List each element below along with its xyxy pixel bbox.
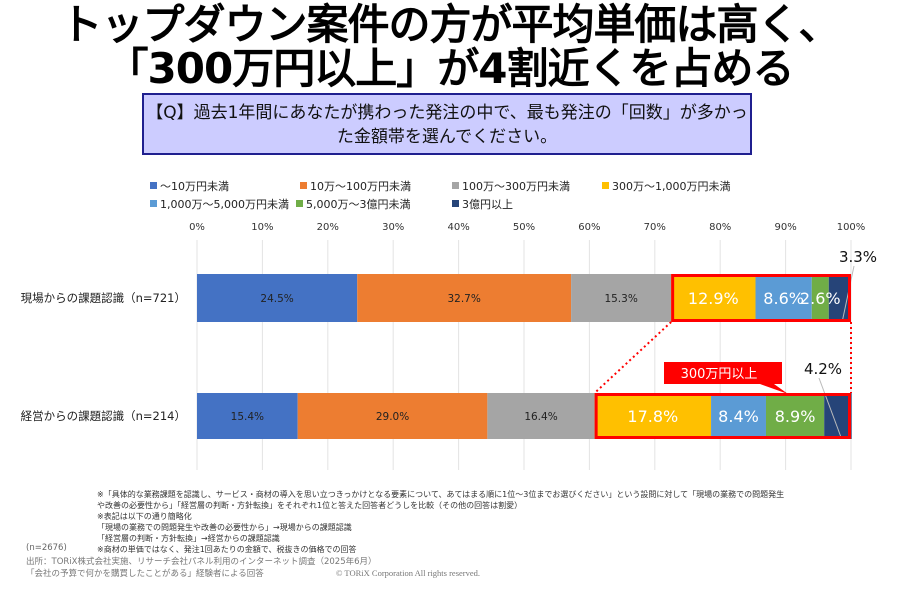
bars: 24.5% 32.7% 15.3% 12.9% 8.6%2.6% 3.3% 15.4% 29.… xyxy=(197,248,877,439)
footnotes: ※「具体的な業務課題を認識し、サービス・商材の導入を思い立つきっかけとなる要素に… xyxy=(97,489,784,555)
bar-segment xyxy=(197,393,298,439)
bar-segment xyxy=(197,274,358,322)
callout-label: 300万円以上 xyxy=(681,367,758,382)
x-tick-label: 10% xyxy=(251,222,273,233)
legend-item-1m-3m: 100万～300万円未満 xyxy=(452,178,570,194)
footnote-line: や改善の必要性から」「経営層の判断・方針転換」をそれぞれ1位と答えた回答者どうし… xyxy=(97,501,523,510)
x-tick-label: 50% xyxy=(513,222,535,233)
data-label: 12.9% xyxy=(688,289,739,308)
x-tick-label: 100% xyxy=(837,222,866,233)
category-labels: 現場からの課題認識（n=721） 経営からの課題認識（n=214） xyxy=(21,291,186,423)
legend-label: 100万～300万円未満 xyxy=(462,180,570,193)
legend-swatch xyxy=(150,200,157,207)
legend-swatch xyxy=(150,182,157,189)
legend-label: 3億円以上 xyxy=(462,198,513,211)
legend-item-50m-300m: 5,000万～3億円未満 xyxy=(296,196,411,212)
data-label: 3.3% xyxy=(839,248,877,266)
data-label: 24.5% xyxy=(260,293,293,305)
x-tick-label: 60% xyxy=(578,222,600,233)
footnote-line: ※商材の単価ではなく、発注1回あたりの金額で、税抜きの価格での回答 xyxy=(97,545,357,554)
bar-segment xyxy=(487,393,595,439)
x-tick-label: 20% xyxy=(317,222,339,233)
bar-segment xyxy=(824,393,852,439)
legend-label: 10万～100万円未満 xyxy=(310,180,411,193)
legend-label: 300万～1,000万円未満 xyxy=(612,180,731,193)
footnote-line: ※表記は以下の通り簡略化 xyxy=(97,512,192,521)
legend-swatch xyxy=(296,200,303,207)
bar-segment xyxy=(571,274,672,322)
data-label: 15.3% xyxy=(604,293,637,305)
bar-segment xyxy=(765,393,825,439)
data-label: 4.2% xyxy=(804,360,842,378)
bar-segment xyxy=(357,274,572,322)
x-tick-label: 70% xyxy=(644,222,666,233)
legend-item-3m-10m: 300万～1,000万円未満 xyxy=(602,178,731,194)
source: 出所：TORiX株式会社実施、リサーチ会社パネル利用のインターネット調査（202… xyxy=(26,556,377,580)
legend-item-10m-50m: 1,000万～5,000万円未満 xyxy=(150,196,289,212)
x-axis-ticks: 0% 10% 20% 30% 40% 50% 60% 70% 80% 90% 100% xyxy=(189,222,865,233)
category-label: 現場からの課題認識（n=721） xyxy=(21,291,186,305)
bar-segment xyxy=(297,393,488,439)
legend-swatch xyxy=(452,182,459,189)
bar-segment xyxy=(811,274,829,322)
legend-item-over-300m: 3億円以上 xyxy=(452,196,513,212)
leader-line xyxy=(818,377,842,438)
legend-swatch xyxy=(300,182,307,189)
highlight-box xyxy=(594,393,852,439)
footnote-line: ※「具体的な業務課題を認識し、サービス・商材の導入を思い立つきっかけとなる要素に… xyxy=(97,490,785,499)
x-tick-label: 0% xyxy=(189,222,205,233)
data-label: 32.7% xyxy=(447,293,480,305)
data-label: 16.4% xyxy=(524,411,557,423)
legend-swatch xyxy=(452,200,459,207)
data-label: 8.6% xyxy=(763,289,804,308)
x-tick-label: 80% xyxy=(709,222,731,233)
source-line: 出所：TORiX株式会社実施、リサーチ会社パネル利用のインターネット調査（202… xyxy=(26,557,377,567)
legend-swatch xyxy=(602,182,609,189)
dotted-connector xyxy=(593,321,672,394)
x-tick-label: 40% xyxy=(447,222,469,233)
legend-label: 5,000万～3億円未満 xyxy=(306,198,411,211)
highlight-box xyxy=(671,274,852,322)
question-box: 【Q】過去1年間にあなたが携わった発注の中で、最も発注の「回数」が多かった金額帯… xyxy=(142,93,752,155)
title-line-1: トップダウン案件の方が平均単価は高く、 xyxy=(60,0,840,49)
legend-item-100k-1m: 10万～100万円未満 xyxy=(300,178,411,194)
category-label: 経営からの課題認識（n=214） xyxy=(21,409,186,423)
data-label: 8.4% xyxy=(718,407,759,426)
data-label: 29.0% xyxy=(376,411,409,423)
source-line: 「会社の予算で何かを購買したことがある」経験者による回答 xyxy=(26,569,264,579)
x-tick-label: 30% xyxy=(382,222,404,233)
copyright: © TORiX Corporation All rights reserved. xyxy=(336,568,481,578)
sample-size: (n=2676) xyxy=(26,543,67,553)
annotation: 300万円以上 xyxy=(593,274,852,439)
bar-segment xyxy=(594,393,712,439)
title-line-2: 「300万円以上」が4割近くを占める xyxy=(106,44,795,93)
legend-label: ～10万円未満 xyxy=(160,180,229,193)
footnote-line: 「現場の業務での問題発生や改善の必要性から」→現場からの課題認識 xyxy=(97,523,352,532)
bar-segment xyxy=(711,393,766,439)
legend-item-under-100k: ～10万円未満 xyxy=(150,178,229,194)
data-label: 15.4% xyxy=(231,411,264,423)
data-label: 17.8% xyxy=(627,407,678,426)
data-label: 2.6% xyxy=(800,289,841,308)
bar-segment xyxy=(755,274,812,322)
callout-bubble xyxy=(664,362,788,394)
data-label: 8.9% xyxy=(775,407,816,426)
bar-segment xyxy=(671,274,756,322)
legend-label: 1,000万～5,000万円未満 xyxy=(160,198,289,211)
x-tick-label: 90% xyxy=(774,222,796,233)
footnote-line: 「経営層の判断・方針転換」→経営からの課題認識 xyxy=(97,534,280,543)
